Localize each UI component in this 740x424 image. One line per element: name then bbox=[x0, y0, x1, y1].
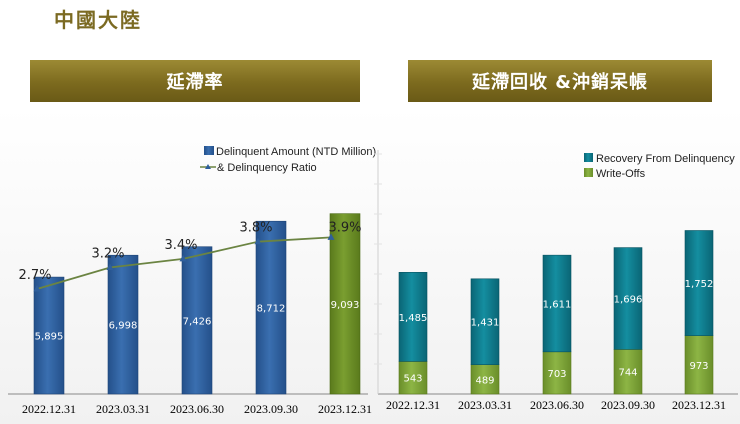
write-offs-label: 973 bbox=[689, 361, 708, 372]
right-x-tick: 2022.12.31 bbox=[386, 398, 440, 412]
delinquency-ratio-label: 3.9% bbox=[328, 220, 361, 235]
recovery-writeoff-banner: 延滯回收 &沖銷呆帳 bbox=[408, 60, 712, 102]
delinquent-amount-label: 6,998 bbox=[109, 321, 138, 332]
legend-delinquent-amount: Delinquent Amount (NTD Million) bbox=[216, 146, 376, 158]
delinquent-amount-label: 9,093 bbox=[331, 300, 360, 311]
delinquency-ratio-marker bbox=[179, 254, 187, 262]
write-offs-bar-2023.12.31 bbox=[684, 335, 714, 395]
recovery-label: 1,485 bbox=[399, 313, 428, 324]
recovery-label: 1,431 bbox=[471, 318, 500, 329]
delinquency-ratio-label: 3.8% bbox=[239, 221, 272, 236]
page-title: 中國大陸 bbox=[54, 8, 142, 32]
delinquent-amount-label: 7,426 bbox=[183, 316, 212, 327]
recovery-bar-2023.09.30 bbox=[613, 247, 643, 350]
legend-delinquent-amount-swatch bbox=[204, 146, 214, 155]
delinquent-amount-bar-2023.12.31 bbox=[329, 213, 361, 395]
legend-ratio-marker bbox=[205, 164, 211, 169]
delinquent-amount-label: 5,895 bbox=[35, 332, 64, 343]
right-x-tick: 2023.03.31 bbox=[458, 398, 512, 412]
right-x-tick: 2023.12.31 bbox=[672, 398, 726, 412]
recovery-label: 1,611 bbox=[543, 299, 572, 310]
write-offs-bar-2023.03.31 bbox=[470, 364, 500, 395]
recovery-bar-2022.12.31 bbox=[398, 272, 428, 362]
delinquent-amount-bar-2023.03.31 bbox=[107, 254, 139, 395]
delinquency-ratio-marker bbox=[327, 233, 335, 240]
write-offs-label: 489 bbox=[475, 375, 494, 386]
delinquency-ratio-marker bbox=[106, 263, 114, 270]
recovery-bar-2023.03.31 bbox=[470, 278, 500, 365]
delinquent-amount-bar-2023.06.30 bbox=[181, 246, 213, 395]
write-offs-bar-2023.09.30 bbox=[613, 349, 643, 395]
recovery-label: 1,696 bbox=[614, 294, 643, 305]
recovery-bar-2023.12.31 bbox=[684, 230, 714, 336]
left-x-tick: 2023.03.31 bbox=[96, 402, 150, 416]
write-offs-label: 703 bbox=[547, 369, 566, 380]
delinquent-amount-bar-2023.09.30 bbox=[255, 220, 287, 395]
recovery-label: 1,752 bbox=[685, 279, 714, 290]
delinquency-ratio-label: 2.7% bbox=[18, 268, 51, 283]
write-offs-label: 543 bbox=[403, 374, 422, 385]
write-offs-bar-2022.12.31 bbox=[398, 361, 428, 395]
delinquent-amount-label: 8,712 bbox=[257, 304, 286, 315]
recovery-bar-2023.06.30 bbox=[542, 254, 572, 353]
legend-delinquency-ratio: & Delinquency Ratio bbox=[217, 162, 317, 174]
legend-recovery: Recovery From Delinquency bbox=[596, 153, 735, 165]
left-x-tick: 2023.06.30 bbox=[170, 402, 224, 416]
legend-recovery-swatch bbox=[584, 153, 593, 162]
delinquent-amount-bar-2022.12.31 bbox=[33, 276, 65, 395]
right-x-tick: 2023.06.30 bbox=[530, 398, 584, 412]
write-offs-label: 744 bbox=[618, 368, 637, 379]
delinquency-ratio-label: 3.4% bbox=[164, 238, 197, 253]
delinquency-ratio-marker bbox=[254, 237, 262, 245]
left-x-tick: 2023.09.30 bbox=[244, 402, 298, 416]
delinquency-ratio-banner: 延滯率 bbox=[30, 60, 360, 102]
write-offs-bar-2023.06.30 bbox=[542, 351, 572, 395]
right-x-tick: 2023.09.30 bbox=[601, 398, 655, 412]
left-x-tick: 2022.12.31 bbox=[22, 402, 76, 416]
left-x-tick: 2023.12.31 bbox=[318, 402, 372, 416]
legend-writeoff-swatch bbox=[584, 168, 593, 177]
delinquency-ratio-marker bbox=[33, 285, 41, 292]
legend-writeoff: Write-Offs bbox=[596, 168, 646, 180]
delinquency-ratio-label: 3.2% bbox=[91, 247, 124, 262]
